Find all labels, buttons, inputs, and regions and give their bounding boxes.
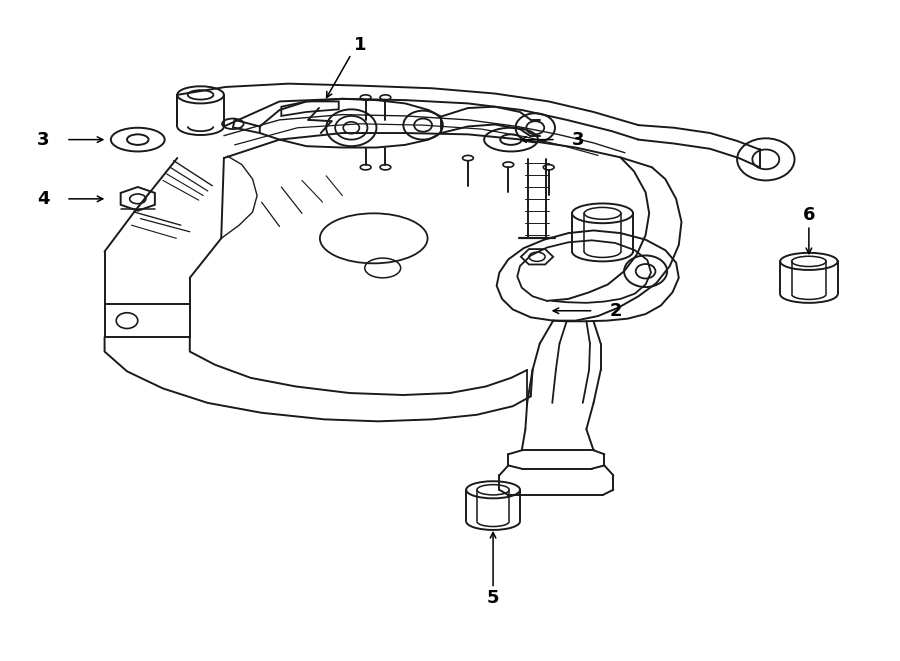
Text: 6: 6 (803, 206, 815, 224)
Text: 1: 1 (354, 36, 366, 54)
Text: 5: 5 (487, 590, 500, 607)
Text: 2: 2 (609, 302, 622, 320)
Text: 4: 4 (37, 190, 50, 208)
Text: 3: 3 (37, 131, 50, 149)
Text: 3: 3 (572, 131, 585, 149)
